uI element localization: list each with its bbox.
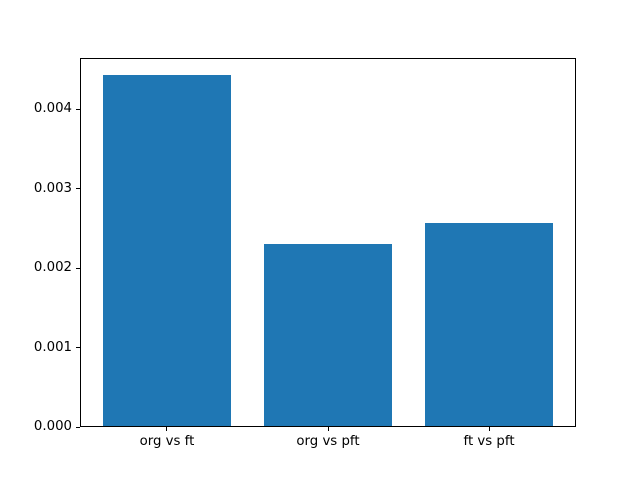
y-tick-label: 0.003 [33,180,72,196]
y-tick-mark [76,426,80,428]
y-tick-label: 0.002 [33,260,72,276]
x-tick-mark [327,427,329,432]
bar-org-vs-ft [102,75,232,427]
x-tick-mark [166,427,168,432]
y-tick-mark [76,108,80,110]
x-tick-label-org-vs-ft: org vs ft [139,434,195,450]
y-tick-mark [76,188,80,190]
y-tick-label: 0.000 [33,419,72,435]
y-tick-label: 0.001 [33,339,72,355]
y-tick-label: 0.004 [33,101,72,117]
x-tick-mark [488,427,490,432]
x-tick-label-ft-vs-pft: ft vs pft [463,434,515,450]
y-tick-mark [76,347,80,349]
bar-org-vs-pft [263,244,393,427]
x-tick-label-org-vs-pft: org vs pft [296,434,360,450]
bar-ft-vs-pft [424,222,554,427]
y-tick-mark [76,267,80,269]
